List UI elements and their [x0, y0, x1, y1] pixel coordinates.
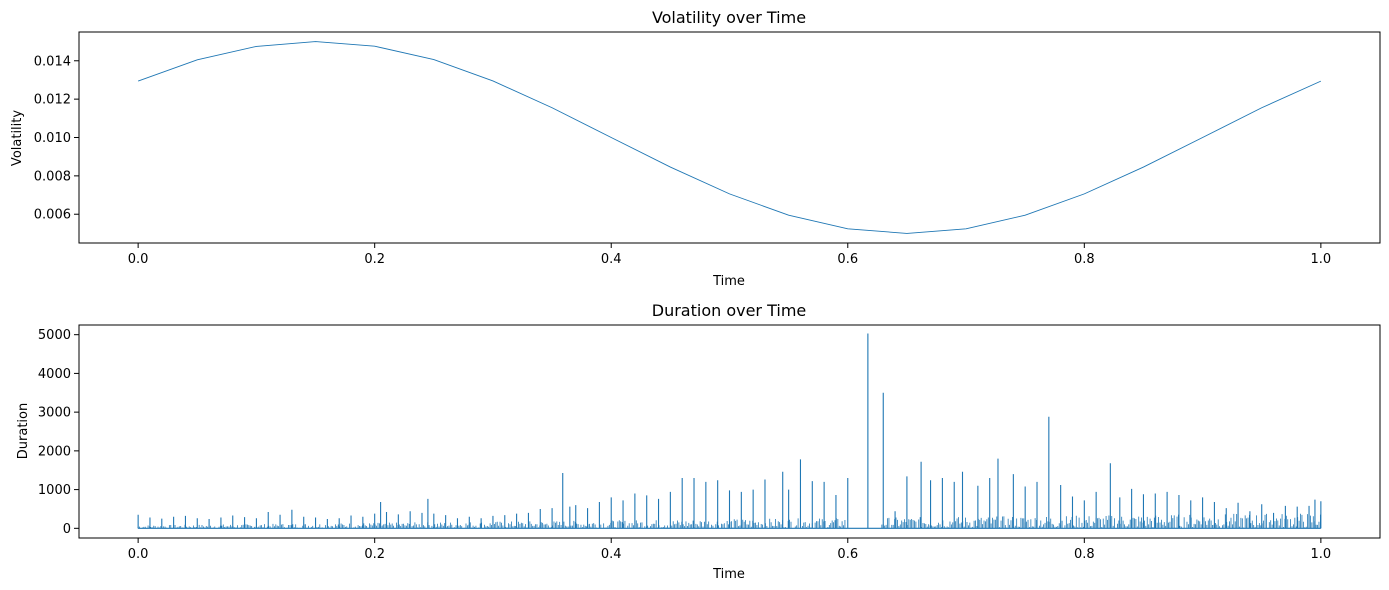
x-tick-label: 0.8: [1074, 547, 1095, 562]
y-axis: 0 1000 2000 3000 4000 5000: [38, 328, 79, 537]
x-axis-label: Time: [712, 567, 745, 582]
volatility-chart: Volatility over Time 0.0 0.2 0.4 0.6 0.8 1.0 …: [10, 8, 1381, 289]
y-tick-label: 4000: [38, 367, 71, 382]
x-tick-label: 0.0: [128, 252, 149, 267]
x-axis-label: Time: [712, 274, 745, 289]
x-tick-label: 0.8: [1074, 252, 1095, 267]
x-tick-label: 0.4: [601, 252, 622, 267]
series-layer: [137, 41, 1322, 234]
x-axis: 0.0 0.2 0.4 0.6 0.8 1.0: [128, 243, 1331, 267]
x-tick-label: 0.6: [837, 252, 858, 267]
chart-title: Duration over Time: [652, 301, 807, 320]
y-tick-label: 1000: [38, 483, 71, 498]
series-line: [137, 41, 1322, 234]
series-line: [137, 333, 1322, 529]
y-tick-label: 2000: [38, 444, 71, 459]
y-tick-label: 0.010: [34, 131, 71, 146]
y-tick-label: 0.012: [34, 93, 71, 108]
series-noise: [137, 513, 1321, 529]
x-tick-label: 0.2: [364, 252, 385, 267]
x-tick-label: 0.6: [837, 547, 858, 562]
y-tick-label: 0.008: [34, 169, 71, 184]
x-axis: 0.0 0.2 0.4 0.6 0.8 1.0: [128, 538, 1331, 562]
series-layer: [137, 333, 1322, 529]
y-axis-label: Volatility: [10, 110, 25, 166]
y-axis: 0.006 0.008 0.010 0.012 0.014: [34, 54, 79, 223]
chart-title: Volatility over Time: [652, 8, 806, 27]
y-axis-label: Duration: [16, 403, 31, 459]
y-tick-label: 0.006: [34, 208, 71, 223]
duration-chart: Duration over Time 0.0 0.2 0.4 0.6 0.8 1.0 0 1…: [16, 301, 1381, 582]
x-tick-label: 0.2: [364, 547, 385, 562]
x-tick-label: 1.0: [1311, 547, 1332, 562]
plot-frame: [78, 31, 1381, 244]
x-tick-label: 0.0: [128, 547, 149, 562]
plot-frame: [78, 324, 1381, 539]
x-tick-label: 0.4: [601, 547, 622, 562]
y-tick-label: 5000: [38, 328, 71, 343]
y-tick-label: 3000: [38, 406, 71, 421]
y-tick-label: 0.014: [34, 54, 71, 69]
y-tick-label: 0: [63, 522, 71, 537]
x-tick-label: 1.0: [1311, 252, 1332, 267]
